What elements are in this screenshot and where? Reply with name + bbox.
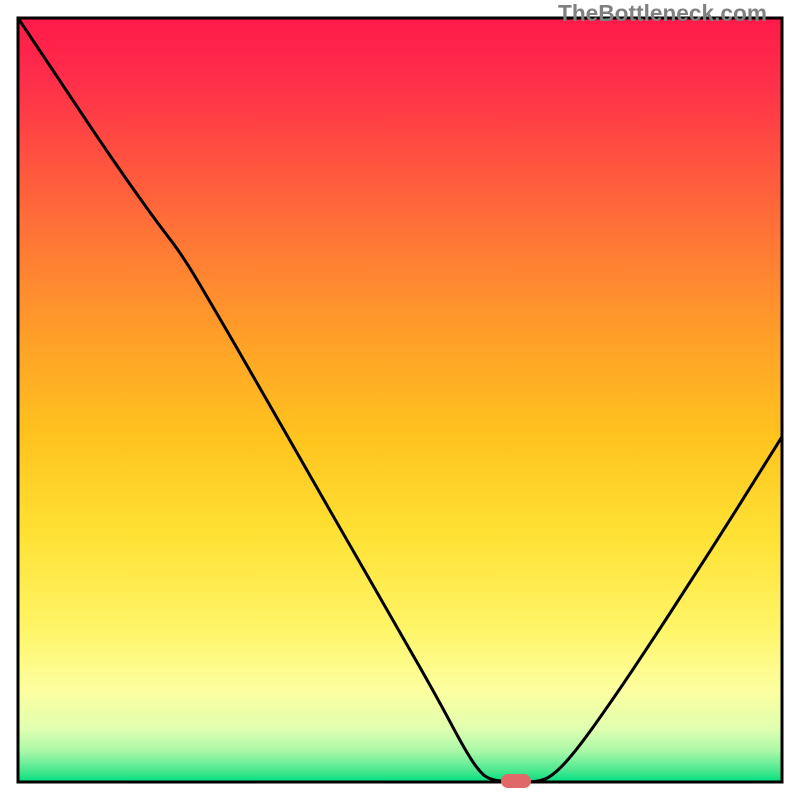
bottleneck-curve <box>18 18 782 782</box>
plot-area <box>18 18 782 782</box>
watermark-text: TheBottleneck.com <box>558 0 767 27</box>
optimal-marker <box>501 774 531 788</box>
bottleneck-chart: TheBottleneck.com <box>0 0 800 800</box>
plot-border <box>18 18 782 782</box>
curve-layer <box>18 18 782 782</box>
